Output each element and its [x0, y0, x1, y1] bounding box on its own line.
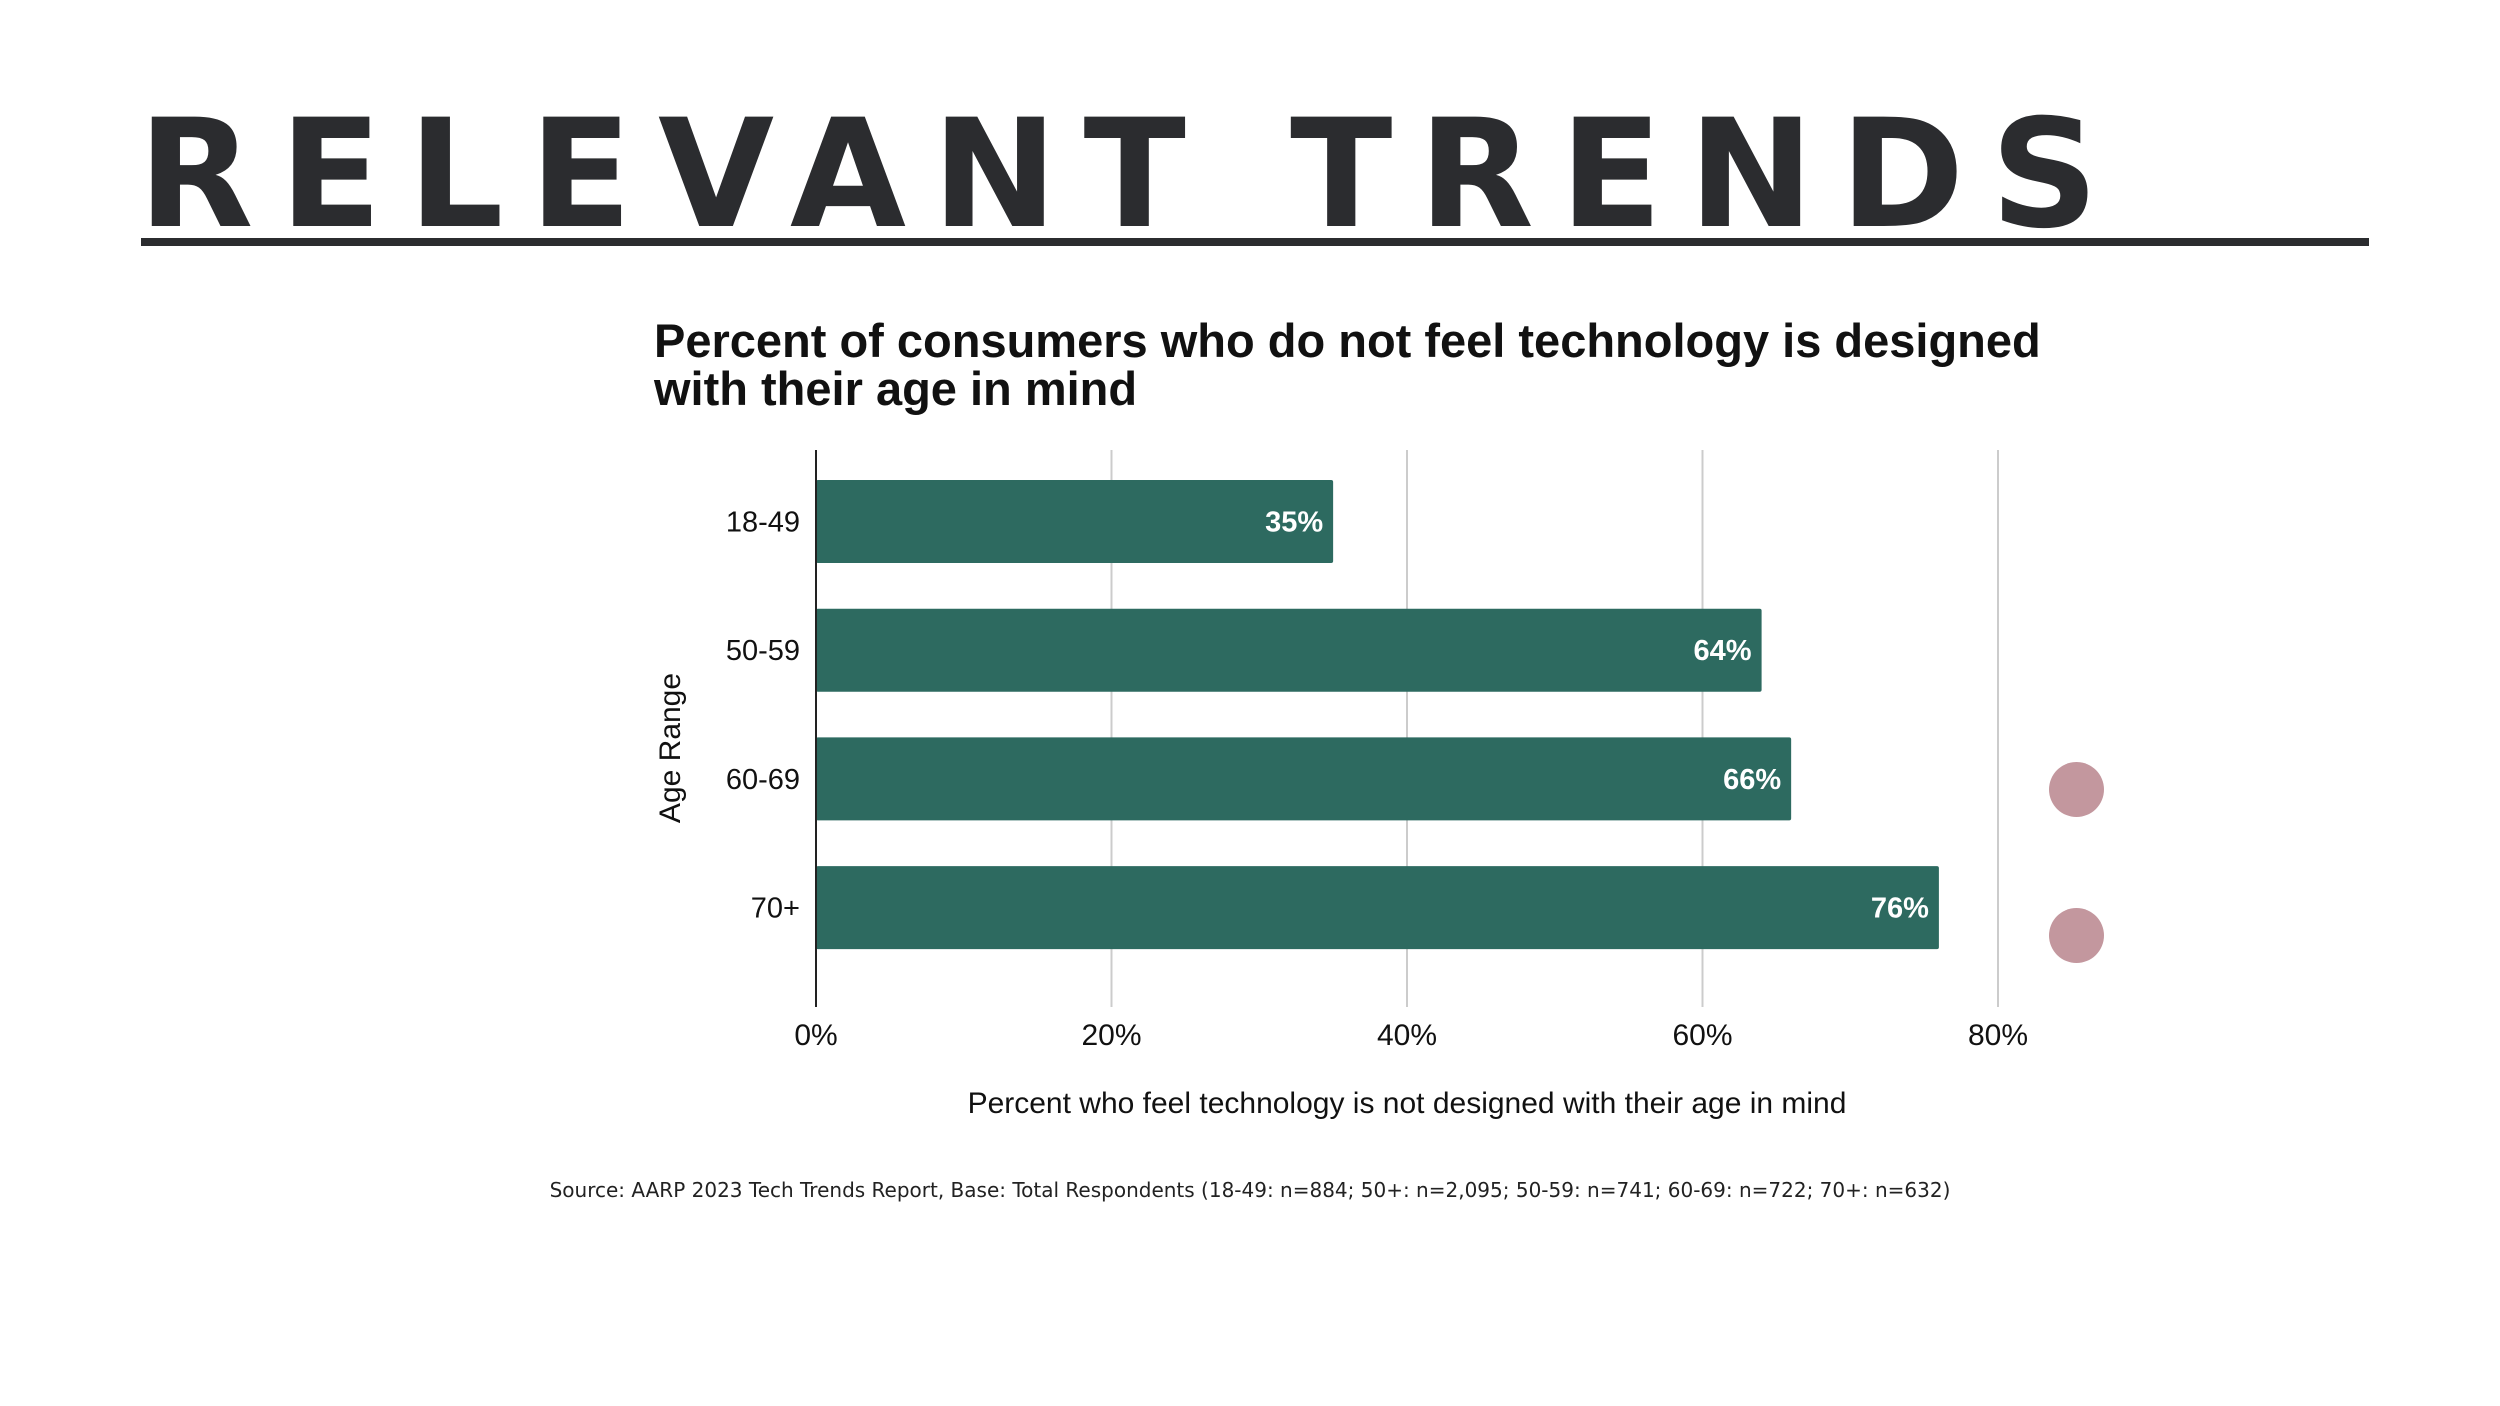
y-tick-label: 70+	[751, 893, 800, 925]
y-tick-label: 50-59	[726, 635, 800, 667]
bar	[816, 737, 1792, 821]
chart-title: Percent of consumers who do not feel tec…	[654, 314, 2041, 415]
source-note: Source: AARP 2023 Tech Trends Report, Ba…	[549, 1178, 1951, 1202]
data-label: 76%	[1871, 893, 1929, 925]
data-label: 35%	[1265, 507, 1323, 539]
page-title: RELEVANT TRENDS	[138, 88, 2125, 262]
bar	[816, 480, 1334, 563]
data-label: 66%	[1723, 764, 1781, 796]
y-axis-title: Age Range	[654, 673, 687, 823]
x-axis-title: Percent who feel technology is not desig…	[968, 1087, 1847, 1120]
x-tick-label: 80%	[1968, 1019, 2028, 1052]
y-tick-label: 60-69	[726, 764, 800, 796]
labels: 0% 20% 40% 60% 80% 18-49 35% 50-59 64% 60-69 66% 70…	[654, 507, 2028, 1121]
decorative-dot	[2049, 762, 2104, 817]
bar	[816, 866, 1939, 950]
data-label: 64%	[1694, 635, 1752, 667]
bar	[816, 608, 1762, 692]
y-tick-label: 18-49	[726, 507, 800, 539]
x-tick-label: 0%	[794, 1019, 837, 1052]
x-tick-label: 20%	[1081, 1019, 1141, 1052]
title-underline	[141, 238, 2369, 246]
x-tick-label: 60%	[1672, 1019, 1732, 1052]
bars	[816, 480, 1939, 950]
decorative-dot	[2049, 908, 2104, 963]
x-tick-label: 40%	[1377, 1019, 1437, 1052]
